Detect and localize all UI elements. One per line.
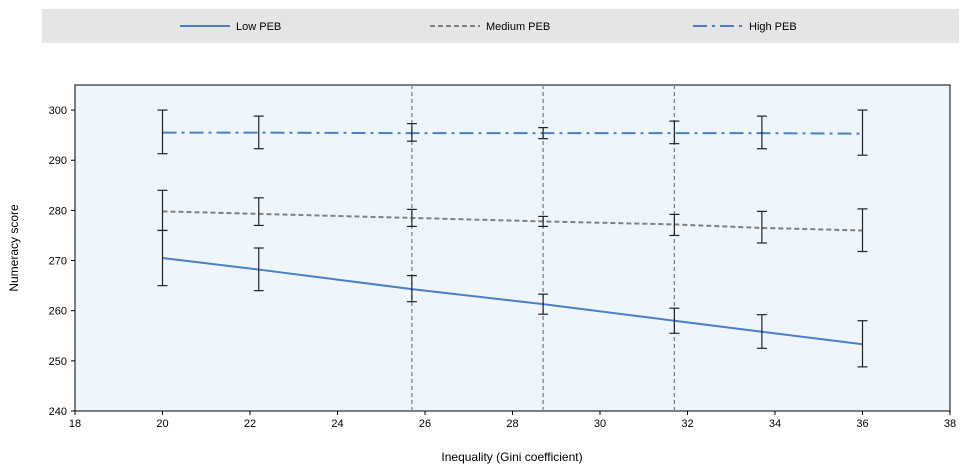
x-axis: 18 20 22 24 26 28 30 32 34 36 38 xyxy=(69,411,956,430)
x-tick-label: 26 xyxy=(419,418,431,430)
error-bars xyxy=(157,109,868,368)
x-tick-label: 18 xyxy=(69,418,81,430)
x-tick-label: 32 xyxy=(681,418,693,430)
reference-lines xyxy=(411,85,676,411)
y-tick-label: 250 xyxy=(49,356,67,368)
y-tick-label: 240 xyxy=(49,406,67,418)
plot-area xyxy=(74,84,951,412)
x-tick-label: 28 xyxy=(506,418,518,430)
x-tick-label: 20 xyxy=(156,418,168,430)
y-tick-label: 280 xyxy=(49,205,67,217)
y-axis: 240 250 260 270 280 290 300 xyxy=(49,105,75,418)
y-tick-label: 270 xyxy=(49,256,67,268)
y-tick-label: 300 xyxy=(49,105,67,117)
x-tick-label: 30 xyxy=(594,418,606,430)
legend-label-high-peb: High PEB xyxy=(749,21,797,33)
legend-label-medium-peb: Medium PEB xyxy=(486,21,550,33)
x-tick-label: 34 xyxy=(769,418,781,430)
x-tick-label: 36 xyxy=(856,418,868,430)
y-tick-label: 290 xyxy=(49,155,67,167)
legend: Low PEB Medium PEB High PEB xyxy=(180,21,797,33)
x-tick-label: 24 xyxy=(331,418,343,430)
x-tick-label: 22 xyxy=(244,418,256,430)
y-axis-title: Numeracy score xyxy=(7,204,21,292)
legend-label-low-peb: Low PEB xyxy=(236,21,281,33)
x-tick-label: 38 xyxy=(944,418,956,430)
y-tick-label: 260 xyxy=(49,306,67,318)
x-axis-title: Inequality (Gini coefficient) xyxy=(441,450,582,464)
